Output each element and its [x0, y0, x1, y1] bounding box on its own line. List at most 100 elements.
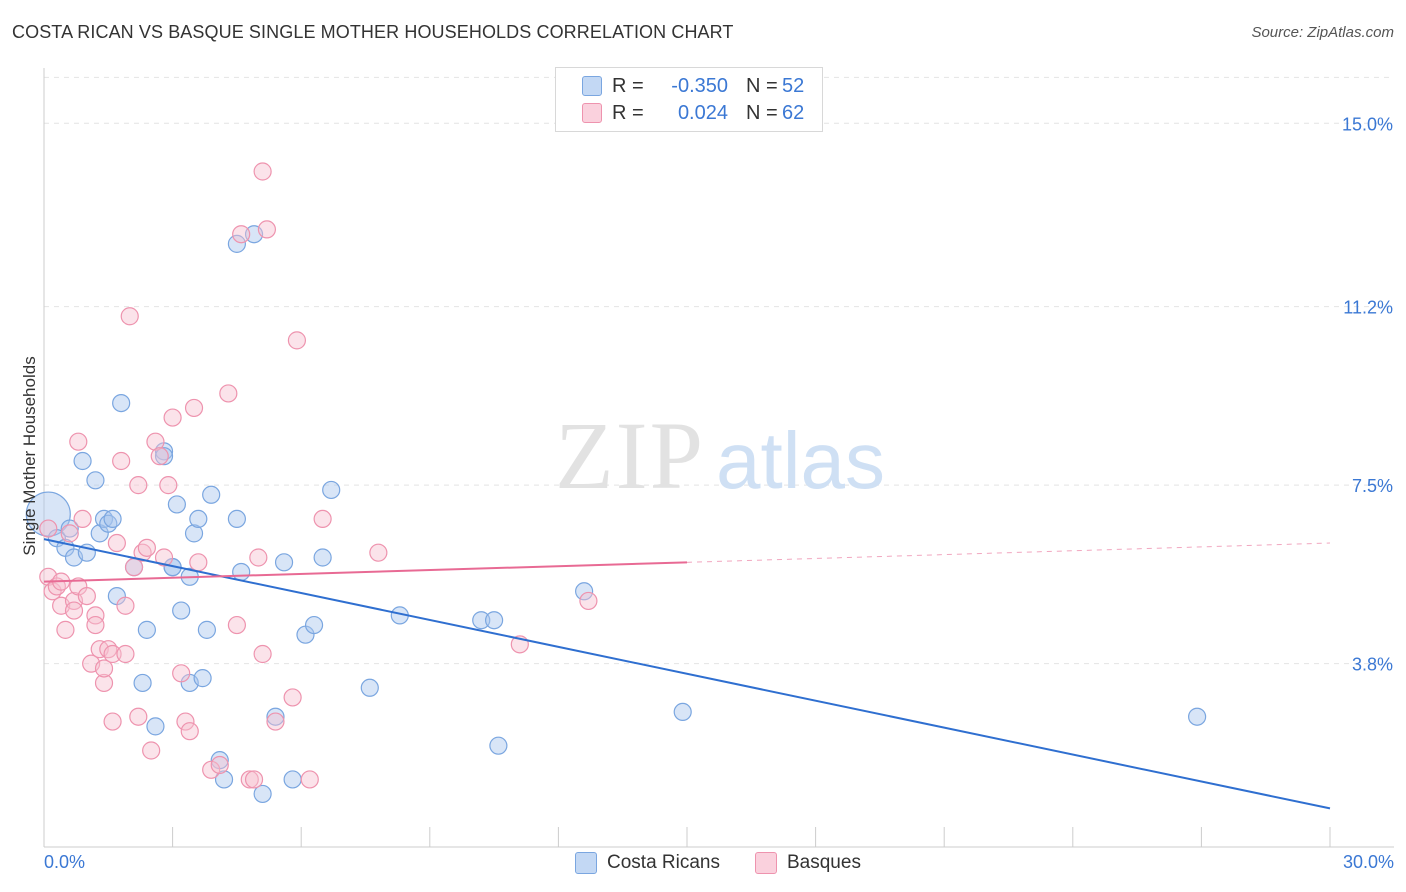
point-basques	[94, 673, 114, 693]
legend-r-value: 0.024	[677, 101, 728, 124]
point-costa-ricans	[167, 495, 186, 514]
point-basques	[180, 722, 199, 741]
point-basques	[202, 760, 221, 779]
trend-line-basques-extension	[686, 542, 1331, 563]
point-costa-ricans	[673, 702, 692, 722]
point-basques	[107, 533, 126, 553]
point-basques	[137, 538, 156, 557]
point-basques	[146, 432, 165, 451]
trend-line-costa-ricans	[43, 538, 1331, 810]
y-axis-label: Single Mother Households	[20, 356, 39, 556]
legend-r-label: R =	[612, 74, 644, 97]
point-basques	[232, 225, 251, 244]
point-costa-ricans	[172, 601, 191, 620]
point-costa-ricans	[274, 553, 294, 572]
point-basques	[313, 509, 332, 529]
point-basques	[210, 755, 229, 775]
point-basques	[39, 519, 58, 538]
point-basques	[56, 620, 75, 639]
point-costa-ricans	[184, 524, 204, 543]
point-basques	[120, 307, 139, 326]
point-costa-ricans	[313, 548, 332, 567]
point-basques	[103, 712, 122, 731]
point-basques	[244, 770, 264, 789]
point-basques	[103, 644, 122, 664]
point-costa-ricans	[472, 611, 491, 630]
source-label: Source: ZipAtlas.com	[1251, 24, 1394, 41]
point-basques	[77, 586, 96, 606]
point-costa-ricans	[197, 620, 216, 639]
point-costa-ricans	[193, 669, 212, 688]
point-costa-ricans	[266, 707, 285, 726]
bottom-legend-label: Basques	[787, 852, 861, 873]
legend-r-label: R =	[612, 101, 644, 124]
point-costa-ricans	[253, 784, 272, 804]
point-costa-ricans	[146, 717, 165, 736]
point-basques	[172, 664, 191, 683]
y-tick-label: 3.8%	[1352, 655, 1393, 675]
axes	[43, 68, 1394, 848]
point-basques	[300, 770, 319, 789]
point-basques	[64, 601, 84, 620]
x-tick-label-max: 30.0%	[1342, 852, 1394, 872]
bottom-legend-costa-ricans: Costa Ricans	[575, 852, 720, 874]
point-basques	[189, 553, 208, 572]
point-basques	[184, 398, 204, 418]
point-basques	[579, 591, 598, 611]
y-tick-label: 7.5%	[1352, 476, 1393, 496]
point-basques	[219, 384, 238, 403]
point-basques	[287, 331, 307, 350]
point-basques	[369, 543, 388, 562]
point-costa-ricans	[189, 509, 208, 529]
bottom-legend-basques: Basques	[755, 852, 861, 874]
point-costa-ricans	[112, 394, 131, 413]
point-costa-ricans	[60, 519, 79, 538]
point-basques	[257, 220, 277, 239]
correlation-legend: R = -0.350 N = 52 R = 0.024 N = 62	[555, 67, 823, 132]
bottom-legend-swatch-blue	[575, 852, 597, 874]
point-basques	[266, 712, 285, 731]
watermark: ZIP atlas	[555, 402, 885, 509]
point-basques	[112, 451, 131, 471]
tick-labels: 3.8% 7.5% 11.2% 15.0%	[1342, 114, 1393, 674]
point-basques	[129, 707, 148, 726]
legend-n-value: 62	[782, 101, 805, 124]
point-costa-ricans	[154, 447, 174, 466]
point-basques	[86, 606, 105, 625]
legend-n-value: 52	[782, 74, 805, 97]
y-tick-label: 11.2%	[1343, 298, 1393, 318]
watermark-zip: ZIP	[555, 402, 705, 509]
trend-lines	[43, 538, 1331, 810]
legend-swatch-pink	[582, 103, 602, 123]
point-basques	[150, 447, 169, 466]
point-costa-ricans	[232, 562, 251, 582]
legend-row-costa-ricans: R = -0.350 N = 52	[582, 73, 804, 99]
legend-n-label: N =	[746, 101, 778, 124]
watermark-atlas: atlas	[716, 416, 885, 505]
x-tick-label-min: 0.0%	[44, 852, 86, 872]
chart-title: COSTA RICAN VS BASQUE SINGLE MOTHER HOUS…	[12, 22, 734, 42]
point-costa-ricans	[133, 673, 152, 693]
point-costa-ricans	[322, 480, 341, 500]
point-basques	[163, 408, 182, 427]
bottom-legend-swatch-pink	[755, 852, 777, 874]
point-basques	[94, 659, 114, 678]
point-basques	[73, 509, 92, 529]
series-costa-ricans	[25, 225, 1207, 804]
point-basques	[227, 615, 246, 635]
point-basques	[176, 712, 195, 731]
point-basques	[159, 476, 178, 495]
point-costa-ricans	[227, 234, 246, 253]
point-basques	[253, 162, 272, 181]
point-basques	[60, 524, 79, 543]
point-costa-ricans	[202, 485, 221, 504]
point-costa-ricans	[283, 770, 302, 789]
legend-swatch-blue	[582, 76, 602, 96]
point-costa-ricans	[73, 451, 92, 471]
point-basques	[154, 548, 174, 567]
point-costa-ricans	[1188, 707, 1207, 726]
point-basques	[142, 741, 161, 760]
legend-r-value: -0.350	[671, 74, 728, 97]
point-costa-ricans	[485, 611, 504, 630]
